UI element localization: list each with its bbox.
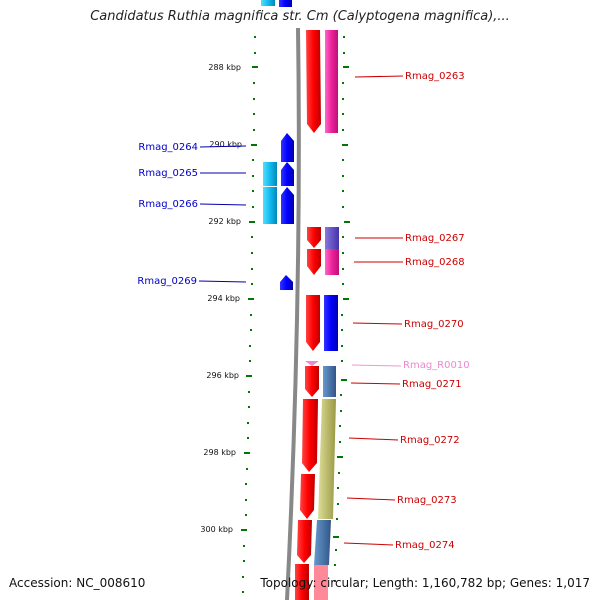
gene-rmag-0274 — [297, 520, 312, 563]
gene-rmag-0273 — [300, 474, 315, 519]
label-rmag-0269: Rmag_0269 — [137, 276, 197, 287]
label-rmag-0273: Rmag_0273 — [397, 495, 457, 506]
label-rmag-0271: Rmag_0271 — [402, 379, 462, 390]
gene-rmag-0263-cog — [325, 30, 338, 133]
gene-rmag-0266 — [281, 187, 294, 224]
gene-rmag-0271-cog — [323, 366, 336, 397]
genome-backbone — [285, 27, 301, 600]
map-title: Candidatus Ruthia magnifica str. Cm (Cal… — [90, 9, 510, 24]
major-tick — [244, 452, 250, 454]
label-rmag-0268: Rmag_0268 — [405, 257, 465, 268]
gene-rmag-0268-cog — [325, 249, 339, 275]
scale-label-288: 288 kbp — [208, 63, 241, 72]
gene-rmag-0267-cog — [325, 227, 339, 249]
gene-rmag-r0010 — [305, 361, 319, 366]
gene-rmag-0267 — [307, 227, 321, 248]
scale-labels: 288 kbp 290 kbp 292 kbp 294 kbp 296 kbp … — [200, 63, 242, 534]
major-tick — [252, 66, 258, 68]
scale-label-292: 292 kbp — [208, 217, 241, 226]
genome-summary-text: Topology: circular; Length: 1,160,782 bp… — [260, 576, 590, 590]
scale-label-296: 296 kbp — [206, 371, 239, 380]
scale-track-left — [241, 36, 258, 593]
right-label-lines — [343, 75, 404, 546]
gene-rmag-0265-cog — [263, 162, 277, 186]
scale-label-298: 298 kbp — [203, 448, 236, 457]
forward-strand-genes[interactable] — [295, 30, 339, 600]
label-rmag-0267: Rmag_0267 — [405, 233, 465, 244]
label-rmag-0272: Rmag_0272 — [400, 435, 460, 446]
major-tick — [246, 375, 252, 377]
label-rmag-0264: Rmag_0264 — [138, 142, 198, 153]
gene-partial-bottom-red — [295, 564, 309, 600]
scale-track-right — [333, 36, 350, 582]
gene-rmag-0263 — [306, 30, 321, 133]
accession-text: Accession: NC_008610 — [9, 576, 146, 590]
major-tick — [251, 144, 257, 146]
left-label-lines — [198, 145, 247, 283]
scale-label-290: 290 kbp — [209, 140, 242, 149]
major-tick — [241, 529, 247, 531]
reverse-strand-genes[interactable] — [261, 0, 294, 290]
gene-rmag-0270-cog — [324, 295, 338, 351]
gene-partial-top-blue — [279, 0, 292, 7]
label-rmag-0266: Rmag_0266 — [138, 199, 198, 210]
gene-rmag-0271 — [305, 366, 319, 397]
left-gene-labels[interactable]: Rmag_0264 Rmag_0265 Rmag_0266 Rmag_0269 — [137, 142, 198, 287]
gene-partial-top-cyan — [261, 0, 275, 6]
scale-label-294: 294 kbp — [207, 294, 240, 303]
right-gene-labels[interactable]: Rmag_0263 Rmag_0267 Rmag_0268 Rmag_0270 … — [395, 71, 470, 551]
label-rmag-r0010: Rmag_R0010 — [403, 360, 470, 371]
major-tick — [249, 221, 255, 223]
gene-rmag-0272-cog — [318, 399, 336, 519]
scale-label-300: 300 kbp — [200, 525, 233, 534]
gene-rmag-0272 — [302, 399, 318, 472]
gene-partial-bottom-pink — [314, 565, 328, 600]
label-rmag-0274: Rmag_0274 — [395, 540, 455, 551]
gene-rmag-0268 — [307, 249, 321, 275]
gene-rmag-0264 — [281, 133, 294, 162]
gene-rmag-0266-cog — [263, 187, 277, 224]
label-rmag-0263: Rmag_0263 — [405, 71, 465, 82]
label-rmag-0265: Rmag_0265 — [138, 168, 198, 179]
gene-rmag-0269 — [280, 275, 293, 290]
gene-rmag-0270 — [306, 295, 320, 351]
gene-rmag-0274-cog — [314, 520, 331, 565]
label-rmag-0270: Rmag_0270 — [404, 319, 464, 330]
gene-rmag-0265 — [281, 162, 294, 186]
major-tick — [248, 298, 254, 300]
